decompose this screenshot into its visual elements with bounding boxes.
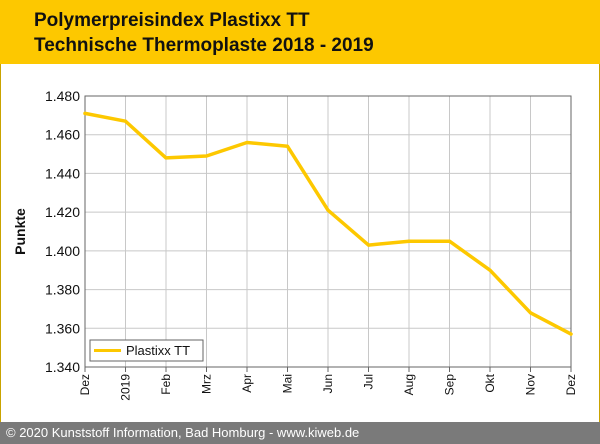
y-axis-label: Punkte bbox=[12, 208, 28, 255]
x-tick-label: Jun bbox=[321, 374, 335, 393]
chart-title-line-1: Polymerpreisindex Plastixx TT bbox=[34, 10, 310, 31]
x-tick-label: 2019 bbox=[119, 374, 133, 401]
x-tick-label: Okt bbox=[483, 373, 497, 392]
y-axis-ticks: 1.340 1.360 1.380 1.400 1.420 1.440 1.460 1.480 bbox=[45, 88, 80, 375]
data-point bbox=[286, 144, 289, 148]
data-point bbox=[448, 239, 451, 243]
footer-copyright: © 2020 Kunststoff Information, Bad Hombu… bbox=[6, 425, 360, 440]
y-tick-label: 1.380 bbox=[45, 282, 80, 298]
data-point bbox=[245, 140, 249, 144]
y-tick-label: 1.420 bbox=[45, 204, 80, 220]
x-axis-ticks: Dez 2019 Feb Mrz Apr Mai Jun Jul Aug Sep Okt Nov Dez bbox=[78, 367, 578, 401]
x-tick-label: Jul bbox=[362, 374, 376, 389]
data-point bbox=[569, 332, 573, 336]
data-point bbox=[488, 268, 492, 272]
y-tick-label: 1.360 bbox=[45, 320, 80, 336]
data-point bbox=[205, 154, 208, 158]
plot-area bbox=[84, 95, 572, 368]
x-tick-label: Mai bbox=[281, 374, 295, 393]
y-tick-label: 1.480 bbox=[45, 88, 80, 104]
chart-header: Polymerpreisindex Plastixx TT Technische… bbox=[0, 0, 600, 64]
data-point bbox=[367, 243, 370, 247]
legend-box bbox=[89, 339, 204, 362]
series-layer bbox=[83, 111, 573, 336]
chart-title: Polymerpreisindex Plastixx TT Technische… bbox=[34, 8, 374, 58]
data-point bbox=[83, 111, 87, 115]
line-chart: 1.340 1.360 1.380 1.400 1.420 1.440 1.460 1.480… bbox=[12, 88, 578, 401]
data-point bbox=[124, 119, 127, 123]
x-tick-label: Dez bbox=[564, 374, 578, 395]
data-point bbox=[164, 156, 168, 160]
data-point bbox=[407, 239, 411, 243]
x-tick-label: Feb bbox=[159, 374, 173, 395]
x-tick-label: Dez bbox=[78, 374, 92, 395]
y-tick-label: 1.340 bbox=[45, 359, 80, 375]
x-tick-label: Mrz bbox=[200, 374, 214, 394]
chart-title-line-2: Technische Thermoplaste 2018 - 2019 bbox=[34, 35, 374, 56]
x-tick-label: Nov bbox=[524, 374, 538, 395]
y-tick-label: 1.440 bbox=[45, 165, 80, 181]
y-tick-label: 1.400 bbox=[45, 243, 80, 259]
x-tick-label: Sep bbox=[443, 374, 457, 396]
x-tick-label: Aug bbox=[402, 374, 416, 395]
legend: Plastixx TT bbox=[89, 339, 204, 362]
data-point bbox=[529, 311, 532, 315]
legend-label: Plastixx TT bbox=[126, 343, 190, 358]
y-tick-label: 1.460 bbox=[45, 127, 80, 143]
x-tick-label: Apr bbox=[240, 374, 254, 393]
footer: © 2020 Kunststoff Information, Bad Hombu… bbox=[0, 422, 600, 444]
grid bbox=[85, 95, 571, 368]
data-point bbox=[326, 208, 330, 212]
